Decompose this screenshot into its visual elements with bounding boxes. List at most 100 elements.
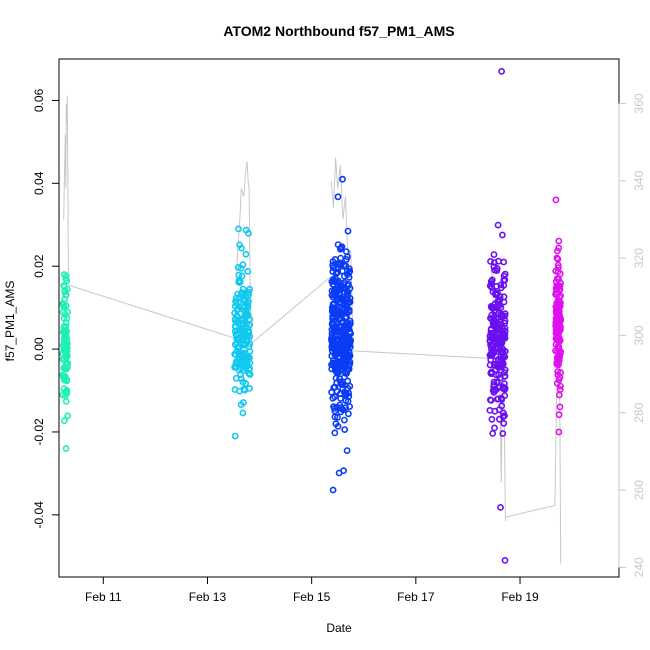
data-point [344,227,352,235]
data-point [500,419,508,427]
data-point [556,403,564,411]
y-tick-label: -0.04 [32,501,46,529]
data-point [237,371,244,379]
data-point [489,350,497,358]
data-point [554,247,561,255]
data-point [328,339,336,346]
data-point [331,393,338,401]
data-point [499,345,507,353]
data-point [61,376,68,384]
data-point [62,445,70,452]
data-point [240,362,248,370]
data-point [555,391,563,399]
data-point [344,397,352,405]
data-points [59,68,564,564]
data-point [494,289,501,297]
data-point [489,429,497,437]
data-point [246,384,253,392]
data-point [239,399,247,406]
data-point [501,557,509,564]
data-point [337,254,345,262]
data-point [244,311,252,319]
data-point [340,467,347,475]
x-axis: Feb 11 Feb 13 Feb 15 Feb 17 Feb 19 [85,576,539,604]
data-point [242,250,250,258]
data-point [333,379,341,387]
data-point [232,374,240,382]
data-point [332,367,340,375]
data-point [60,282,68,289]
y-tick-label: 0.04 [32,171,46,195]
data-point [331,275,339,283]
data-point [339,334,346,341]
data-point [554,275,561,283]
secondary-series-line [251,277,331,344]
data-point [244,355,252,362]
data-point [500,351,507,359]
data-point [231,350,239,358]
data-point [61,295,69,303]
data-point [339,406,347,414]
data-point [238,244,245,252]
data-point [500,272,508,280]
data-point [555,358,563,365]
data-point [554,297,562,305]
y2-tick-label: 320 [632,248,646,268]
data-point [64,364,71,371]
data-point [486,282,494,290]
data-point [487,396,495,404]
y-tick-label: 0.00 [32,337,46,361]
data-point [334,413,341,421]
data-point [499,409,507,417]
y-tick-label: -0.02 [32,418,46,446]
data-point [330,384,338,392]
data-point [490,378,498,386]
data-point [329,321,337,329]
data-point [62,275,69,282]
data-point [64,308,71,316]
data-point [240,340,248,348]
y2-tick-label: 280 [632,402,646,422]
data-point [499,413,507,420]
data-point [501,317,509,325]
data-point [63,335,71,343]
y2-tick-label: 300 [632,325,646,345]
data-point [489,342,497,350]
data-point [555,428,563,436]
data-point [493,267,501,274]
data-point [489,303,497,311]
data-point [556,347,563,355]
data-point [62,397,70,405]
data-point [344,377,352,385]
data-point [346,360,354,368]
data-point [341,426,349,433]
data-point [501,324,509,332]
data-point [329,280,337,288]
data-point [64,412,72,420]
data-point [497,310,505,318]
data-point [335,316,343,324]
data-point [233,335,241,342]
data-point [331,331,339,339]
data-point [339,380,346,388]
data-point [490,251,498,258]
data-point [61,417,68,425]
x-axis-label: Date [326,621,352,635]
data-point [330,404,338,412]
data-point [488,370,495,378]
x-tick-label: Feb 11 [85,590,122,604]
data-point [344,288,352,296]
data-point [554,268,562,276]
data-point [329,486,337,494]
y-axis-label: f57_PM1_AMS [3,281,17,362]
data-point [238,272,246,280]
data-point [491,424,498,432]
data-point [63,360,71,368]
data-point [60,385,68,393]
data-point [245,366,253,374]
data-point [239,285,247,293]
data-point [343,447,351,454]
secondary-y-axis: 240 260 280 300 320 340 360 [618,93,646,577]
data-point [343,390,350,398]
